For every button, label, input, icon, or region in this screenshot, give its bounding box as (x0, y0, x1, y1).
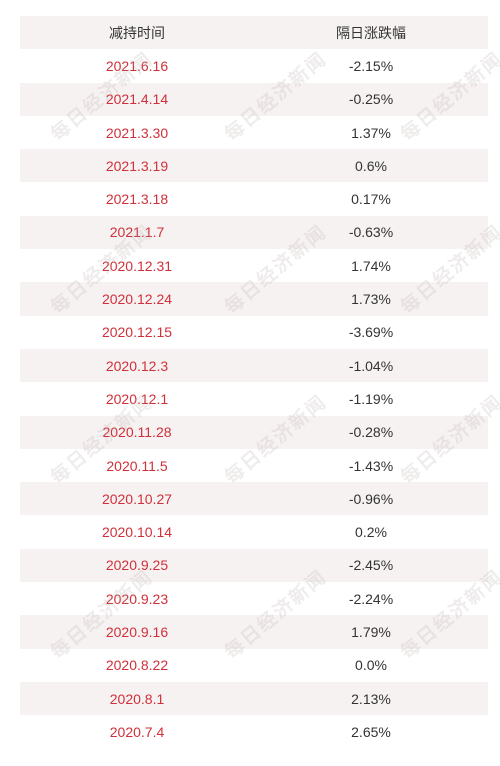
reduction-date-cell: 2021.4.14 (20, 82, 254, 116)
next-day-change-cell: 2.13% (254, 681, 488, 716)
reduction-date-cell: 2020.8.1 (20, 681, 254, 716)
reduction-date-cell: 2020.9.16 (20, 615, 254, 649)
table-row: 2021.6.16 -2.15% (20, 49, 488, 83)
next-day-change-cell: 1.74% (254, 249, 488, 283)
table-row: 2020.8.22 0.0% (20, 648, 488, 682)
next-day-change-cell: -2.24% (254, 582, 488, 616)
table-row: 2020.11.28 -0.28% (20, 415, 488, 449)
next-day-change-cell: 0.2% (254, 515, 488, 549)
next-day-change-cell: 1.79% (254, 615, 488, 649)
reduction-date-cell: 2020.12.31 (20, 249, 254, 283)
reduction-date-cell: 2020.8.22 (20, 648, 254, 682)
next-day-change-cell: 1.73% (254, 282, 488, 316)
table-row: 2020.10.14 0.2% (20, 515, 488, 549)
table-row: 2020.9.23 -2.24% (20, 582, 488, 616)
table-header: 减持时间 隔日涨跌幅 (20, 16, 488, 50)
table-row: 2020.12.24 1.73% (20, 282, 488, 316)
next-day-change-cell: -2.45% (254, 548, 488, 583)
table-row: 2020.7.4 2.65% (20, 715, 488, 749)
next-day-change-cell: -0.63% (254, 215, 488, 250)
reduction-date-cell: 2020.10.27 (20, 482, 254, 516)
reduction-date-cell: 2020.12.1 (20, 382, 254, 416)
stock-reduction-table: 减持时间 隔日涨跌幅 2021.6.16 -2.15% 2021.4.14 -0.25… (20, 16, 488, 749)
reduction-date-cell: 2020.7.4 (20, 715, 254, 749)
table-row: 2020.10.27 -0.96% (20, 482, 488, 516)
table-row: 2021.3.30 1.37% (20, 115, 488, 150)
table-row: 2020.11.5 -1.43% (20, 448, 488, 483)
reduction-date-cell: 2020.9.25 (20, 548, 254, 583)
table-row: 2020.12.31 1.74% (20, 249, 488, 283)
reduction-date-cell: 2021.3.30 (20, 115, 254, 150)
next-day-change-cell: -1.19% (254, 382, 488, 416)
table-row: 2021.3.18 0.17% (20, 182, 488, 216)
table-row: 2021.3.19 0.6% (20, 149, 488, 183)
reduction-date-cell: 2020.12.15 (20, 315, 254, 349)
next-day-change-cell: -1.04% (254, 348, 488, 383)
reduction-date-cell: 2020.12.24 (20, 282, 254, 316)
next-day-change-cell: 0.0% (254, 648, 488, 682)
reduction-date-cell: 2020.10.14 (20, 515, 254, 549)
table-row: 2020.9.16 1.79% (20, 615, 488, 649)
reduction-date-cell: 2021.1.7 (20, 215, 254, 250)
next-day-change-cell: -2.15% (254, 49, 488, 83)
table-row: 2021.4.14 -0.25% (20, 82, 488, 116)
next-day-change-cell: 2.65% (254, 715, 488, 749)
table-row: 2020.12.15 -3.69% (20, 315, 488, 349)
reduction-date-cell: 2021.3.18 (20, 182, 254, 216)
table-row: 2020.9.25 -2.45% (20, 548, 488, 583)
reduction-date-cell: 2021.3.19 (20, 149, 254, 183)
table-row: 2020.12.3 -1.04% (20, 348, 488, 383)
reduction-date-cell: 2021.6.16 (20, 49, 254, 83)
next-day-change-cell: -0.28% (254, 415, 488, 449)
next-day-change-cell: 1.37% (254, 115, 488, 150)
next-day-change-cell: 0.6% (254, 149, 488, 183)
reduction-date-cell: 2020.11.5 (20, 448, 254, 483)
next-day-change-cell: -1.43% (254, 448, 488, 483)
table-row: 2021.1.7 -0.63% (20, 215, 488, 250)
header-reduction-date: 减持时间 (20, 16, 254, 50)
header-row: 减持时间 隔日涨跌幅 (20, 16, 488, 50)
next-day-change-cell: -3.69% (254, 315, 488, 349)
table-body: 2021.6.16 -2.15% 2021.4.14 -0.25% 2021.3.30 1… (20, 49, 488, 749)
table-row: 2020.8.1 2.13% (20, 681, 488, 716)
header-next-day-change: 隔日涨跌幅 (254, 16, 488, 50)
next-day-change-cell: 0.17% (254, 182, 488, 216)
reduction-date-cell: 2020.11.28 (20, 415, 254, 449)
table-row: 2020.12.1 -1.19% (20, 382, 488, 416)
reduction-date-cell: 2020.9.23 (20, 582, 254, 616)
reduction-date-cell: 2020.12.3 (20, 348, 254, 383)
next-day-change-cell: -0.25% (254, 82, 488, 116)
stock-reduction-table-container: 减持时间 隔日涨跌幅 2021.6.16 -2.15% 2021.4.14 -0.25… (20, 16, 488, 749)
next-day-change-cell: -0.96% (254, 482, 488, 516)
